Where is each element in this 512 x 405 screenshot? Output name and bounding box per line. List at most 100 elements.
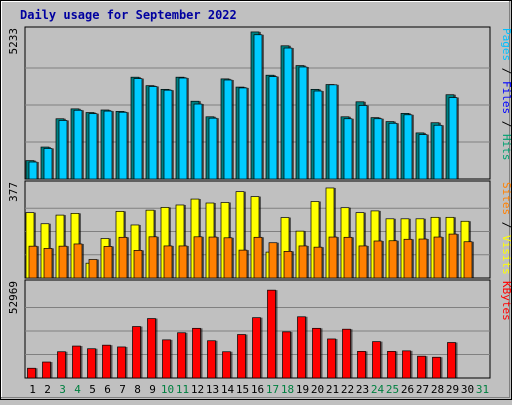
- bar-shadow: [472, 241, 474, 278]
- bar-face: [88, 259, 98, 279]
- bar-shadow: [412, 114, 414, 179]
- bar-kbytes: [327, 338, 338, 379]
- bar-face: [223, 237, 233, 279]
- bar-sites: [223, 237, 234, 279]
- bar-face: [463, 241, 473, 279]
- panel-kbytes: 52969 KBytes: [7, 279, 512, 379]
- day-label: 25: [386, 383, 399, 396]
- bar-sites: [448, 233, 459, 279]
- bar-files: [103, 110, 114, 180]
- bar-sites: [298, 245, 309, 279]
- bar-face: [433, 236, 443, 279]
- bar-face: [193, 103, 203, 180]
- bar-sites: [133, 250, 144, 279]
- series-kbytes: [27, 289, 458, 379]
- bar-sites: [208, 236, 219, 279]
- bar-face: [268, 242, 278, 279]
- bar-face: [87, 348, 96, 379]
- bar-shadow: [382, 118, 384, 179]
- bar-face: [297, 316, 306, 379]
- bar-files: [133, 78, 144, 180]
- bar-shadow: [289, 217, 291, 278]
- bar-shadow: [217, 118, 219, 179]
- bar-face: [28, 245, 38, 279]
- bar-face: [268, 76, 278, 180]
- day-label: 5: [89, 383, 96, 396]
- bar-files: [88, 113, 99, 180]
- bar-face: [102, 344, 111, 379]
- bar-shadow: [275, 290, 278, 378]
- bar-shadow: [217, 237, 219, 278]
- bar-shadow: [442, 125, 444, 179]
- bar-shadow: [320, 328, 323, 378]
- bar-face: [42, 361, 51, 379]
- legend-entry: Pages: [500, 28, 512, 61]
- bar-shadow: [112, 111, 114, 179]
- bar-sites: [253, 236, 264, 279]
- bar-sites: [268, 242, 279, 279]
- bar-face: [43, 148, 53, 180]
- bar-face: [313, 90, 323, 180]
- series-files: [28, 34, 459, 180]
- bar-face: [282, 331, 291, 379]
- bar-shadow: [262, 34, 264, 180]
- bar-face: [103, 246, 113, 279]
- bar-files: [298, 66, 309, 180]
- bar-shadow: [442, 237, 444, 278]
- bar-face: [283, 47, 293, 180]
- bar-shadow: [244, 191, 246, 278]
- day-label: 27: [416, 383, 429, 396]
- bar-kbytes: [432, 356, 443, 379]
- bar-shadow: [382, 240, 384, 278]
- day-label: 9: [149, 383, 156, 396]
- bar-kbytes: [357, 351, 368, 379]
- bar-shadow: [455, 342, 458, 378]
- legend-entry: KBytes: [500, 281, 512, 321]
- day-label: 4: [74, 383, 81, 396]
- bar-face: [388, 122, 398, 180]
- bar-shadow: [230, 351, 233, 378]
- day-label: 29: [446, 383, 459, 396]
- bar-face: [118, 236, 128, 279]
- bar-files: [448, 97, 459, 180]
- bar-shadow: [307, 245, 309, 278]
- bar-face: [148, 236, 158, 279]
- bar-kbytes: [117, 346, 128, 379]
- panel-side-legend: Pages / Files / Hits: [500, 28, 512, 161]
- bar-files: [313, 90, 324, 180]
- bar-shadow: [247, 87, 249, 179]
- day-label: 8: [134, 383, 141, 396]
- bar-face: [207, 340, 216, 379]
- day-label: 22: [341, 383, 354, 396]
- bar-shadow: [202, 104, 204, 179]
- bar-face: [43, 248, 53, 279]
- bar-files: [253, 34, 264, 180]
- bar-face: [28, 161, 38, 180]
- bar-shadow: [350, 329, 353, 378]
- bar-face: [252, 317, 261, 379]
- bar-kbytes: [102, 344, 113, 379]
- bar-sites: [163, 245, 174, 279]
- bar-kbytes: [27, 367, 38, 379]
- bar-face: [448, 233, 458, 279]
- bar-sites: [463, 241, 474, 279]
- bar-shadow: [457, 234, 459, 278]
- bar-face: [327, 338, 336, 379]
- bar-sites: [58, 245, 69, 279]
- bar-shadow: [37, 246, 39, 278]
- bar-sites: [118, 236, 129, 279]
- day-label: 15: [236, 383, 249, 396]
- bar-shadow: [367, 245, 369, 278]
- legend-entry: /: [500, 114, 512, 134]
- bar-shadow: [157, 236, 159, 278]
- bar-face: [27, 367, 36, 379]
- bar-shadow: [364, 212, 366, 278]
- bar-face: [163, 245, 173, 279]
- day-label: 2: [44, 383, 51, 396]
- bar-face: [148, 86, 158, 180]
- bar-face: [238, 87, 248, 180]
- bar-shadow: [50, 362, 53, 378]
- bar-shadow: [337, 237, 339, 278]
- bar-files: [433, 124, 444, 180]
